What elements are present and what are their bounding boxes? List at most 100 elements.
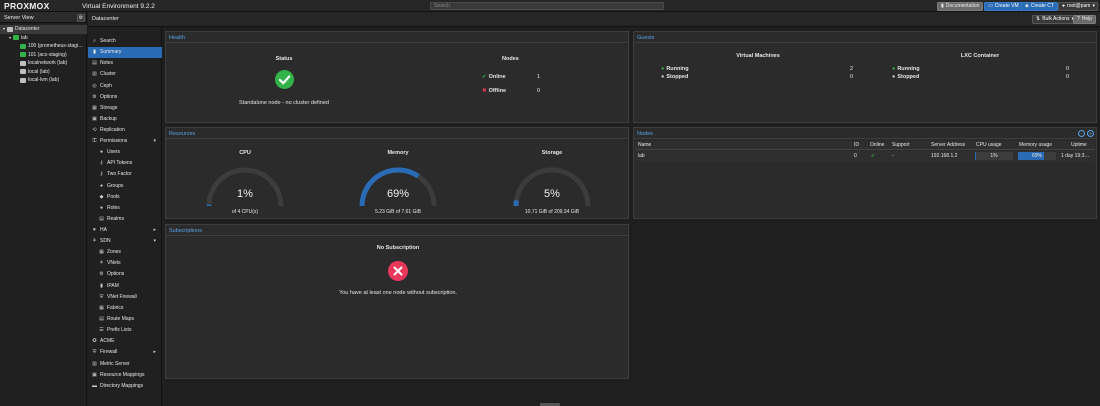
expand-icon: ▾ — [9, 34, 12, 40]
tree-item-storage-local[interactable]: local (lab) — [20, 68, 87, 77]
storage-icon — [20, 77, 26, 83]
gear-icon[interactable]: ⚙ — [77, 13, 85, 22]
cpu-gauge — [206, 167, 284, 207]
storage-percent: 5% — [544, 188, 560, 200]
chevron-right-icon: ▸ — [153, 349, 156, 355]
nav-sdn-options[interactable]: ⚙ Options — [88, 269, 162, 280]
nav-ha[interactable]: ♥ HA ▸ — [88, 225, 162, 236]
panel-title: Subscriptions — [169, 227, 203, 234]
nodes-online-count: 1 — [537, 74, 541, 80]
chevron-down-icon: ▾ — [1071, 16, 1074, 23]
col-memory-usage[interactable]: Memory usage — [1019, 142, 1053, 148]
nav-ceph[interactable]: ◎ Ceph — [88, 81, 162, 92]
nav-ipam[interactable]: ▮ IPAM — [88, 281, 162, 292]
node-name: lab — [638, 153, 645, 159]
nav-notes[interactable]: ▤ Notes — [88, 58, 162, 69]
panel-title: Health — [169, 34, 185, 41]
nav-vnets[interactable]: ⚘ VNets — [88, 258, 162, 269]
tree-item-vm-101[interactable]: 101 (acs-staging) — [20, 51, 87, 60]
panel-title: Resources — [169, 130, 196, 137]
panel-title: Nodes — [637, 130, 653, 137]
proxmox-logo[interactable]: PROXMOX — [4, 1, 50, 11]
user-menu-button[interactable]: ● root@pam ▾ — [1058, 1, 1098, 11]
help-button[interactable]: ? Help — [1073, 15, 1097, 24]
collapse-icon[interactable]: − — [1078, 130, 1085, 137]
memory-usage-text: 69% — [1031, 153, 1042, 159]
nav-storage[interactable]: ▦ Storage — [88, 103, 162, 114]
node-address: 192.168.1.2 — [931, 153, 958, 159]
nav-two-factor[interactable]: ⚷ Two Factor — [88, 169, 162, 180]
ct-stopped-row: ● Stopped — [892, 74, 920, 80]
tree-item-vm-100[interactable]: 100 (prometheus-stagi… — [20, 42, 87, 51]
nav-users[interactable]: ● Users — [88, 147, 162, 158]
nav-realms[interactable]: ▤ Realms — [88, 214, 162, 225]
expand-icon: ▾ — [3, 26, 6, 31]
nav-summary[interactable]: ▮ Summary — [88, 47, 162, 58]
check-circle-icon — [275, 70, 294, 89]
nav-pools[interactable]: ◆ Pools — [88, 192, 162, 203]
nav-roles[interactable]: ● Roles — [88, 203, 162, 214]
nav-api-tokens[interactable]: ⚷ API Tokens — [88, 158, 162, 169]
memory-detail: 5.23 GiB of 7.61 GiB — [375, 209, 421, 215]
nav-sdn[interactable]: ⚘ SDN ▾ — [88, 236, 162, 247]
bulk-actions-button[interactable]: ⇅ Bulk Actions ▾ — [1032, 15, 1078, 24]
nav-fabrics[interactable]: ▦ Fabrics — [88, 303, 162, 314]
search-input[interactable]: Search — [430, 2, 664, 10]
search-icon: ⌕ — [93, 38, 96, 44]
refresh-icon[interactable]: ⟳ — [1087, 130, 1094, 137]
gauge-track — [206, 167, 284, 207]
nav-search[interactable]: ⌕ Search — [88, 36, 162, 47]
tree-item-localnetwork[interactable]: localnetwork (lab) — [20, 59, 87, 68]
col-cpu-usage[interactable]: CPU usage — [976, 142, 1002, 148]
tree-item-node-lab[interactable]: ▾ lab — [9, 34, 28, 41]
tree-item-storage-local-lvm[interactable]: local-lvm (lab) — [20, 76, 87, 85]
fabric-icon: ▦ — [99, 305, 104, 311]
unlock-icon: ⚿ — [92, 138, 97, 144]
top-bar: PROXMOX Virtual Environment 9.2.2 Search… — [0, 0, 1100, 12]
list-icon: ☰ — [99, 327, 104, 333]
nav-cluster[interactable]: ▥ Cluster — [88, 69, 162, 80]
male-icon: ● — [99, 205, 104, 211]
storage-detail: 10.71 GiB of 209.34 GiB — [524, 209, 580, 215]
nav-backup[interactable]: ▣ Backup — [88, 114, 162, 125]
bulk-icon: ⇅ — [1036, 16, 1041, 22]
create-vm-button[interactable]: ▭ Create VM — [984, 1, 1023, 11]
tree-header: Server View ⚙ — [0, 12, 86, 23]
col-support[interactable]: Support — [892, 142, 910, 148]
nodes-online-row: ✔ Online — [482, 74, 506, 80]
nav-vnet-firewall[interactable]: ⛨ VNet Firewall — [88, 292, 162, 303]
nav-metric-server[interactable]: ▥ Metric Server — [88, 359, 162, 370]
ct-stopped-count: 0 — [1066, 74, 1070, 80]
resize-handle[interactable] — [540, 403, 560, 406]
nav-zones[interactable]: ▦ Zones — [88, 247, 162, 258]
nav-prefix-lists[interactable]: ☰ Prefix Lists — [88, 325, 162, 336]
memory-percent: 69% — [386, 188, 410, 200]
table-row[interactable] — [635, 151, 1095, 161]
question-icon: ? — [1077, 16, 1080, 22]
nav-replication[interactable]: ⟲ Replication — [88, 125, 162, 136]
server-view-select[interactable]: Server View — [4, 14, 34, 21]
storage-gauge — [513, 167, 591, 207]
nav-resource-mappings[interactable]: ▣ Resource Mappings — [88, 370, 162, 381]
nav-options[interactable]: ⚙ Options — [88, 92, 162, 103]
nav-groups[interactable]: ● Groups — [88, 181, 162, 192]
col-name[interactable]: Name — [638, 142, 652, 148]
nav-route-maps[interactable]: ▤ Route Maps — [88, 314, 162, 325]
gauge-fill — [359, 167, 420, 207]
nav-directory-mappings[interactable]: ▬ Directory Mappings — [88, 381, 162, 392]
nav-permissions[interactable]: ⚿ Permissions ▾ — [88, 136, 162, 147]
breadcrumb: Datacenter ⇅ Bulk Actions ▾ ? Help — [88, 12, 1100, 27]
stop-circle-icon: ● — [892, 74, 896, 80]
documentation-button[interactable]: ▮ Documentation — [937, 1, 984, 11]
storage-icon — [20, 69, 26, 75]
nav-firewall[interactable]: ⛨ Firewall ▸ — [88, 347, 162, 358]
gauge-track — [513, 167, 591, 207]
col-online[interactable]: Online — [870, 142, 885, 148]
col-uptime[interactable]: Uptime — [1071, 142, 1087, 148]
create-ct-button[interactable]: ◈ Create CT — [1021, 1, 1058, 11]
book-icon: ▮ — [941, 2, 944, 9]
tree-item-datacenter[interactable]: ▾ Datacenter — [0, 25, 87, 34]
col-id[interactable]: ID — [854, 142, 859, 148]
col-server-address[interactable]: Server Address — [931, 142, 966, 148]
nav-acme[interactable]: ✪ ACME — [88, 336, 162, 347]
